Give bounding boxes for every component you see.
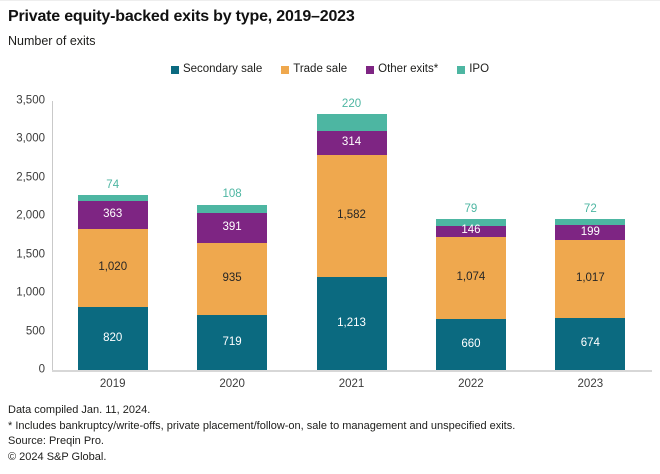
x-tick-label-2020: 2020	[219, 378, 245, 390]
legend-item-trade-sale: Trade sale	[281, 63, 348, 76]
legend-item-secondary-sale: Secondary sale	[170, 63, 263, 76]
legend: Secondary sale Trade sale Other exits* IPO	[0, 63, 660, 76]
y-tick-label: 1,000	[16, 286, 45, 299]
x-axis-line	[52, 370, 652, 372]
bar-segment-trade-sale-2020: 935	[197, 242, 268, 315]
bar-2022: 146 1,074 660	[435, 219, 506, 370]
bar-segment-trade-sale-2019: 1,020	[77, 228, 148, 307]
bar-top-label-ipo-2020: 108	[222, 188, 242, 201]
y-axis-line	[52, 101, 53, 370]
x-tick-label-2021: 2021	[338, 378, 365, 390]
legend-swatch-ipo	[457, 65, 466, 74]
y-tick-label: 3,500	[16, 94, 45, 107]
y-tick-label: 500	[25, 324, 45, 337]
bar-segment-ipo-2023	[555, 219, 626, 225]
legend-swatch-secondary-sale	[170, 65, 179, 74]
y-tick-label: 0	[38, 363, 45, 376]
bar-top-label-ipo-2023: 72	[583, 202, 597, 215]
bar-segment-secondary-sale-2021: 1,213	[316, 276, 387, 370]
bar-segment-secondary-sale-2019: 820	[77, 306, 148, 370]
bar-segment-trade-sale-2022: 1,074	[435, 236, 506, 320]
y-tick-label: 1,500	[16, 247, 45, 260]
legend-swatch-trade-sale	[281, 65, 290, 74]
bar-2019: 363 1,020 820	[77, 195, 148, 370]
legend-label: Other exits*	[378, 63, 439, 75]
plot-area: 74 363 1,020 820 108 391 935 719 220 314 1,582 1,21…	[53, 97, 650, 370]
bar-slot-2019: 74 363 1,020 820	[53, 101, 172, 370]
legend-label: Trade sale	[293, 63, 348, 75]
bar-segment-other-exits-2023: 199	[555, 224, 626, 241]
bar-segment-ipo-2019	[77, 195, 148, 201]
bar-segment-secondary-sale-2023: 674	[555, 318, 626, 370]
bar-segment-other-exits-2020: 391	[197, 212, 268, 243]
footnote-data-compiled: Data compiled Jan. 11, 2024.	[8, 404, 151, 416]
bar-slot-2021: 220 314 1,582 1,213	[292, 97, 411, 370]
footnote-copyright: © 2024 S&P Global.	[8, 450, 107, 463]
bar-slot-2023: 72 199 1,017 674	[531, 101, 650, 370]
legend-item-ipo: IPO	[457, 63, 490, 76]
bar-2021: 314 1,582 1,213	[316, 114, 387, 370]
y-tick-label: 2,500	[16, 171, 45, 184]
legend-label: Secondary sale	[182, 63, 263, 75]
page-title: Private equity-backed exits by type, 201…	[8, 8, 355, 25]
x-tick-label-2022: 2022	[458, 378, 484, 390]
legend-swatch-other-exits	[366, 65, 375, 74]
footnotes: Data compiled Jan. 11, 2024. * Includes …	[8, 403, 515, 465]
bar-segment-other-exits-2021: 314	[316, 131, 387, 156]
y-tick-label: 2,000	[16, 209, 45, 222]
bar-segment-ipo-2021	[316, 114, 387, 132]
y-tick-label: 3,000	[16, 132, 45, 145]
bar-segment-secondary-sale-2022: 660	[435, 319, 506, 370]
legend-item-other-exits: Other exits*	[366, 63, 439, 76]
footnote-source: Source: Preqin Pro.	[8, 435, 104, 447]
bar-segment-ipo-2020	[197, 204, 268, 213]
bar-slot-2022: 79 146 1,074 660	[411, 101, 530, 370]
bar-top-label-ipo-2022: 79	[464, 202, 478, 215]
x-axis-labels: 2019 2020 2021 2022 2023	[53, 378, 650, 390]
bar-segment-trade-sale-2021: 1,582	[316, 155, 387, 277]
bar-2020: 391 935 719	[197, 204, 268, 370]
x-tick-label-2023: 2023	[577, 378, 604, 390]
bar-segment-other-exits-2019: 363	[77, 200, 148, 229]
page-subtitle: Number of exits	[8, 34, 96, 48]
bar-segment-other-exits-2022: 146	[435, 225, 506, 237]
x-tick-label-2019: 2019	[99, 378, 126, 390]
bar-top-label-ipo-2019: 74	[106, 178, 120, 191]
bar-top-label-ipo-2021: 220	[341, 97, 362, 110]
bar-slot-2020: 108 391 935 719	[172, 101, 291, 370]
bar-2023: 199 1,017 674	[555, 219, 626, 370]
bar-segment-trade-sale-2023: 1,017	[555, 240, 626, 319]
legend-label: IPO	[469, 63, 490, 75]
footnote-asterisk: * Includes bankruptcy/write-offs, privat…	[8, 419, 516, 432]
bar-segment-secondary-sale-2020: 719	[197, 314, 268, 370]
bar-segment-ipo-2022	[435, 219, 506, 226]
